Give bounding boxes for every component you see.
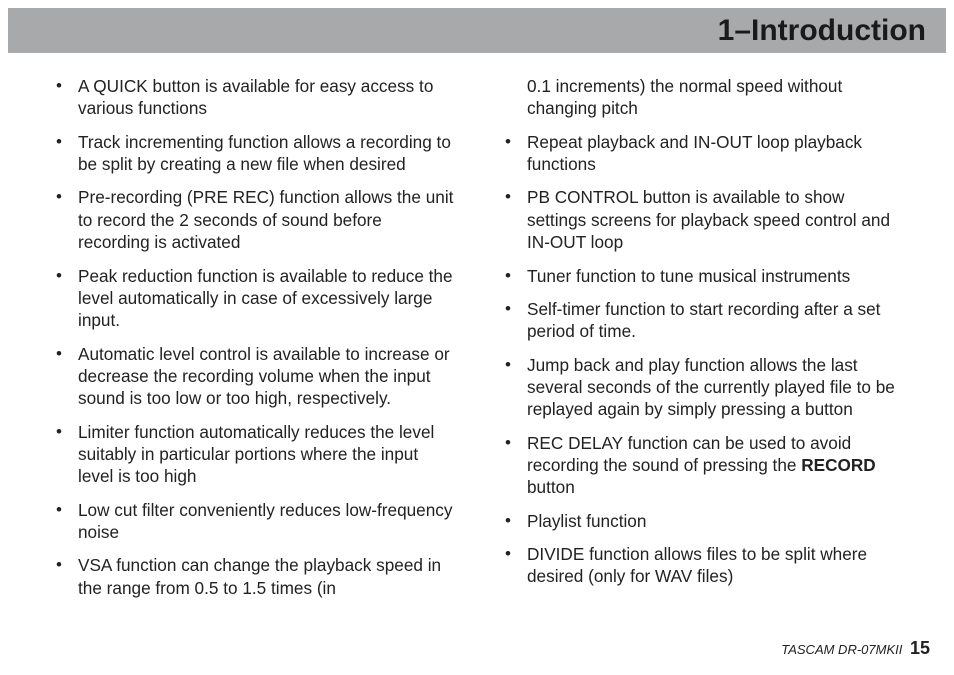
list-item-text: button <box>527 477 575 497</box>
footer-model: TASCAM DR-07MKII <box>781 642 902 657</box>
page-footer: TASCAM DR-07MKII 15 <box>781 638 930 659</box>
feature-list-item: Limiter function automatically reduces t… <box>48 421 457 488</box>
feature-list-item: MARK function convenient for moving to s… <box>946 75 954 120</box>
feature-list-item: PB CONTROL button is available to show s… <box>497 186 906 253</box>
feature-list-item: Tuner function to tune musical instrumen… <box>497 265 906 287</box>
feature-list-item: 0.1 increments) the normal speed without… <box>497 75 906 120</box>
list-item-bold: RECORD <box>801 455 875 475</box>
feature-list-item: A QUICK button is available for easy acc… <box>48 75 457 120</box>
feature-list-item: VSA function can change the playback spe… <box>48 554 457 599</box>
footer-page-number: 15 <box>910 638 930 658</box>
feature-list-item: Self-timer function to start recording a… <box>497 298 906 343</box>
feature-list-item: Pre-recording (PRE REC) function allows … <box>48 186 457 253</box>
feature-list-item: Peak reduction function is available to … <box>48 265 457 332</box>
content-columns: A QUICK button is available for easy acc… <box>48 75 906 625</box>
feature-list-item: DIVIDE function allows files to be split… <box>497 543 906 588</box>
feature-list-item: Track incrementing function allows a rec… <box>48 131 457 176</box>
feature-list-item: REC DELAY function can be used to avoid … <box>497 432 906 499</box>
feature-list-item: Automatic level control is available to … <box>48 343 457 410</box>
chapter-title: 1–Introduction <box>718 14 926 48</box>
chapter-header-bar: 1–Introduction <box>8 8 946 53</box>
feature-list-item: Repeat playback and IN-OUT loop playback… <box>497 131 906 176</box>
feature-list-item: Playlist function <box>497 510 906 532</box>
feature-list: A QUICK button is available for easy acc… <box>48 75 954 625</box>
feature-list-item: Low cut filter conveniently reduces low-… <box>48 499 457 544</box>
feature-list-item: Jump back and play function allows the l… <box>497 354 906 421</box>
